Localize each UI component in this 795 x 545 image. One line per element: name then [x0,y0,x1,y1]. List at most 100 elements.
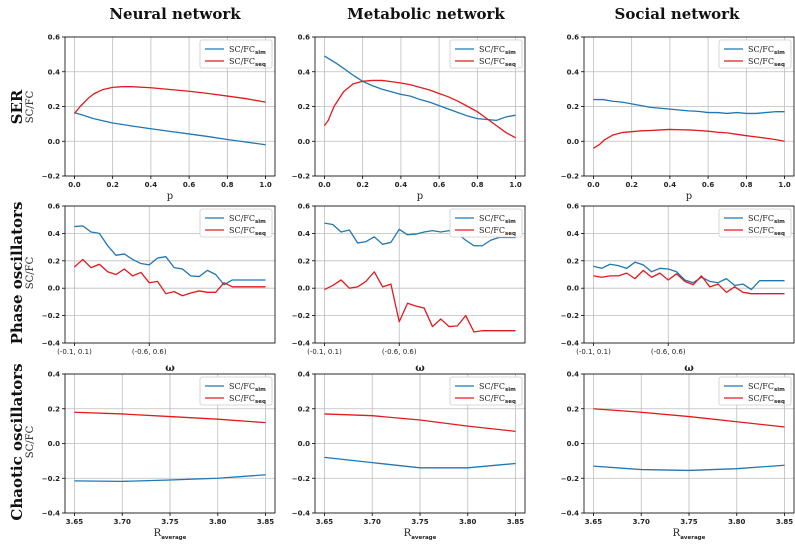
y-tick-label: 0.2 [298,103,311,111]
y-tick-label: −0.2 [42,173,60,181]
y-tick-label: 0.0 [567,285,580,293]
legend-label-base: SC/FC [229,45,255,54]
x-tick-label: 0.0 [318,181,331,189]
x-tick-label: 3.65 [316,518,333,526]
series-line-sim [593,261,785,291]
x-tick-label: 0.8 [740,181,753,189]
x-tick-label: 0.6 [702,181,715,189]
plot-frame [314,205,526,344]
x-tick-label: 3.65 [585,518,602,526]
y-tick-label: −0.4 [42,510,60,518]
y-tick-label: −0.2 [292,312,310,320]
x-tick-label: (-0.1, 0.1) [307,348,342,356]
legend-label-base: SC/FC [229,394,255,403]
x-tick-label: 0.4 [145,181,158,189]
plot-frame [64,205,276,344]
legend-label-sub: sim [774,387,785,393]
y-tick-label: −0.2 [292,475,310,483]
legend-label-base: SC/FC [748,214,774,223]
y-tick-label: 0.6 [48,203,61,211]
x-tick-label: 3.70 [114,518,131,526]
y-tick-label: 0.4 [48,371,61,379]
y-tick-label: 0.4 [298,230,311,238]
legend-label-base: SC/FC [229,226,255,235]
y-tick-label: 0.6 [48,34,61,42]
legend-label-sim: SC/FCsim [748,45,785,56]
legend-label-sim: SC/FCsim [748,214,785,225]
panel-ser-neural: −0.2 0.0 0.2 0.4 0.6 0.0 0.2 0.4 0.6 0.8 1.0 p SC/FC… [42,34,276,202]
legend-label-sub: sim [505,387,516,393]
y-tick-label: −0.4 [561,510,579,518]
legend-label-sub: sim [255,50,266,56]
y-tick-label: 0.2 [298,257,311,265]
y-tick-label: 0.4 [298,371,311,379]
legend-label-base: SC/FC [479,382,505,391]
legend-label-base: SC/FC [229,214,255,223]
x-tick-label: 0.4 [395,181,408,189]
x-tick-label: 0.6 [183,181,196,189]
legend-label-sim: SC/FCsim [229,382,266,393]
series-line-sim [324,456,516,469]
legend-label-sim: SC/FCsim [748,382,785,393]
y-tick-label: 0.4 [298,68,311,76]
legend-label-sim: SC/FCsim [479,382,516,393]
legend-label-sub: sim [505,219,516,225]
y-tick-label: −0.4 [292,340,310,348]
x-tick-label: (-0.6, 0.6) [382,348,417,356]
x-tick-label: 3.75 [680,518,697,526]
panels: −0.2 0.0 0.2 0.4 0.6 0.0 0.2 0.4 0.6 0.8 1.0 p SC/FC… [42,34,795,541]
y-tick-label: 0.0 [298,138,311,146]
x-tick-label: 3.80 [728,518,745,526]
y-tick-label: 0.2 [298,405,311,413]
y-tick-label: 0.0 [567,440,580,448]
legend-label-sub: seq [255,399,266,405]
y-tick-label: 0.2 [567,103,580,111]
series-line-sim [74,111,266,146]
x-tick-label: 3.70 [364,518,381,526]
legend-label-seq: SC/FCseq [748,226,785,237]
y-tick-label: 0.0 [298,285,311,293]
panel-phase-social: −0.4 −0.2 0.0 0.2 0.4 0.6 (-0.1, 0.1) (-0.6, 0.… [561,203,795,374]
legend-label-sim: SC/FCsim [479,214,516,225]
x-tick-label: (-0.6, 0.6) [651,348,686,356]
legend-label-base: SC/FC [748,382,774,391]
series-line-seq [74,258,266,297]
legend-label-seq: SC/FCseq [748,394,785,405]
panel-chaotic-neural: −0.4 −0.2 0.0 0.2 0.4 3.65 3.70 3.75 3.80 3.85 Rav… [42,371,276,541]
y-tick-label: 0.2 [567,405,580,413]
legend-label-base: SC/FC [748,57,774,66]
y-tick-label: 0.2 [48,405,61,413]
y-tick-label: 0.6 [298,203,311,211]
column-title-neural: Neural network [109,5,241,23]
y-tick-label: −0.2 [561,312,579,320]
x-axis-label-sub: average [411,535,436,541]
x-tick-label: 3.85 [257,518,274,526]
legend-label-sub: seq [505,399,516,405]
x-tick-label: 1.0 [259,181,272,189]
legend-label-base: SC/FC [479,214,505,223]
legend-label-seq: SC/FCseq [479,57,516,68]
y-tick-label: 0.6 [567,34,580,42]
x-tick-label: 3.80 [209,518,226,526]
series-line-seq [324,271,516,333]
series-line-seq [74,411,266,424]
x-tick-label: 0.2 [106,181,119,189]
legend-label-sub: sim [774,219,785,225]
series-line-sim [324,222,516,247]
row-title-phase: Phase oscillators [8,202,26,345]
row-ylabel-chaotic: SC/FC [25,425,36,458]
panel-ser-social: −0.2 0.0 0.2 0.4 0.6 0.0 0.2 0.4 0.6 0.8 1.0 p SC/FC… [561,34,795,202]
x-tick-label: 3.70 [633,518,650,526]
y-tick-label: 0.0 [48,138,61,146]
y-tick-label: 0.4 [567,230,580,238]
x-tick-label: 0.8 [471,181,484,189]
legend-label-sub: seq [774,62,785,68]
series-line-sim [593,98,785,115]
legend-label-seq: SC/FCseq [479,394,516,405]
legend-label-sub: sim [505,50,516,56]
x-tick-label: (-0.1, 0.1) [57,348,92,356]
series-line-seq [324,413,516,432]
y-tick-label: −0.2 [42,312,60,320]
series-line-seq [323,79,516,139]
x-tick-label: 0.6 [433,181,446,189]
